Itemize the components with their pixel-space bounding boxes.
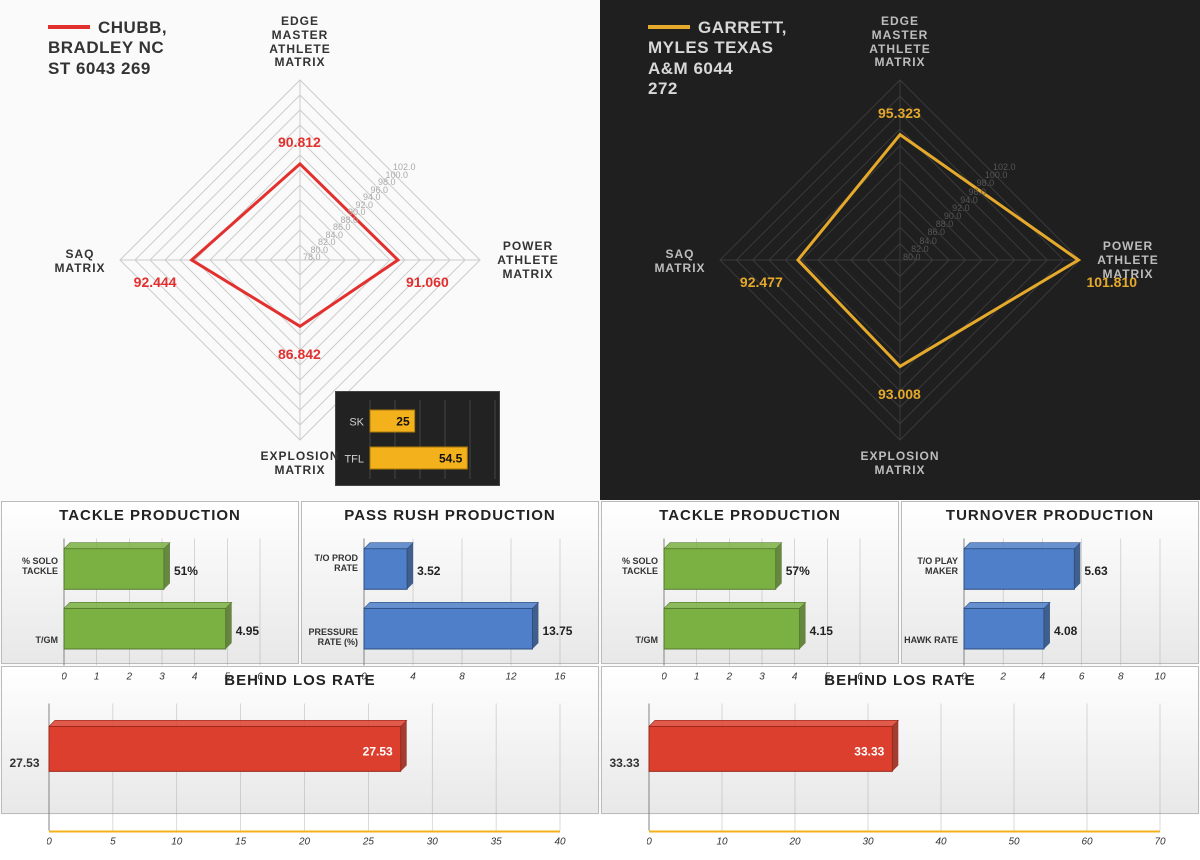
left-tackle-plot: 0 1 2 3 4 5 6 51% 4.95 [62, 530, 288, 690]
svg-text:4: 4 [1040, 672, 1046, 683]
svg-text:27.53: 27.53 [363, 745, 393, 759]
right-column: Garrett, Myles Texas A&M 6044 272 80.082… [600, 0, 1200, 818]
left-tackle-ylabel0: % SOLO TACKLE [2, 556, 58, 576]
svg-text:2: 2 [126, 672, 133, 683]
svg-text:2: 2 [999, 672, 1006, 683]
svg-text:33.33: 33.33 [854, 745, 884, 759]
svg-text:10: 10 [716, 837, 728, 848]
right-turnover-plot: 0 2 4 6 8 10 5.63 4.08 [962, 530, 1188, 690]
left-passrush-title: Pass Rush Production [302, 502, 598, 526]
svg-text:5: 5 [825, 672, 831, 683]
left-los-body: 27.53 0 5 10 15 20 25 30 35 40 27.53 [2, 691, 598, 859]
svg-text:4: 4 [792, 672, 798, 683]
page: Chubb, Bradley NC St 6043 269 SK25TFL54.… [0, 0, 1200, 818]
svg-text:20: 20 [298, 837, 311, 848]
svg-text:6: 6 [257, 672, 263, 683]
left-radar-zone: Chubb, Bradley NC St 6043 269 SK25TFL54.… [0, 0, 600, 500]
svg-text:1: 1 [94, 672, 100, 683]
svg-text:20: 20 [788, 837, 801, 848]
left-row-charts: Tackle Production % SOLO TACKLE T/GM 012… [0, 500, 600, 665]
left-mini-chart: SK 25 TFL 54.5 [335, 391, 500, 486]
svg-text:3: 3 [759, 672, 765, 683]
right-turnover-ylabel0: T/O PLAY MAKER [902, 556, 958, 576]
left-tackle-title: Tackle Production [2, 502, 298, 526]
right-row-charts: Tackle Production % SOLO TACKLE T/GM 012… [600, 500, 1200, 665]
svg-text:4.15: 4.15 [810, 624, 834, 638]
left-column: Chubb, Bradley NC St 6043 269 SK25TFL54.… [0, 0, 600, 818]
svg-text:51%: 51% [174, 564, 198, 578]
svg-text:60: 60 [1081, 837, 1093, 848]
svg-text:15: 15 [235, 837, 247, 848]
svg-text:8: 8 [459, 672, 465, 683]
right-tackle-card: Tackle Production % SOLO TACKLE T/GM 012… [601, 501, 899, 664]
svg-text:0: 0 [362, 672, 367, 683]
svg-text:35: 35 [491, 837, 503, 848]
svg-text:57%: 57% [786, 564, 810, 578]
right-turnover-title: Turnover Production [902, 502, 1198, 526]
svg-text:13.75: 13.75 [542, 624, 572, 638]
svg-text:5: 5 [110, 837, 116, 848]
svg-text:30: 30 [862, 837, 874, 848]
svg-text:SK: SK [349, 416, 364, 428]
svg-text:50: 50 [1008, 837, 1020, 848]
svg-text:0: 0 [962, 672, 967, 683]
left-bottom: Tackle Production % SOLO TACKLE T/GM 012… [0, 500, 600, 815]
svg-text:4.95: 4.95 [236, 624, 260, 638]
svg-text:5.63: 5.63 [1084, 564, 1108, 578]
svg-text:0: 0 [662, 672, 667, 683]
svg-text:10: 10 [171, 837, 183, 848]
svg-text:0: 0 [47, 837, 52, 848]
svg-text:0: 0 [647, 837, 652, 848]
left-passrush-card: Pass Rush Production T/O PROD RATE PRESS… [301, 501, 599, 664]
right-turnover-card: Turnover Production T/O PLAY MAKER HAWK … [901, 501, 1199, 664]
right-tackle-plot: 0 1 2 3 4 5 6 57% 4.15 [662, 530, 888, 690]
svg-text:16: 16 [554, 672, 566, 683]
left-tackle-card: Tackle Production % SOLO TACKLE T/GM 012… [1, 501, 299, 664]
left-passrush-ylabel0: T/O PROD RATE [302, 553, 358, 573]
svg-text:70: 70 [1154, 837, 1166, 848]
right-bottom: Tackle Production % SOLO TACKLE T/GM 0 1 2… [600, 500, 1200, 815]
svg-text:4: 4 [192, 672, 198, 683]
svg-text:25: 25 [396, 414, 410, 428]
svg-text:1: 1 [694, 672, 700, 683]
svg-text:40: 40 [554, 837, 566, 848]
svg-text:3.52: 3.52 [417, 564, 441, 578]
left-los-leftval: 27.53 [2, 691, 47, 859]
right-turnover-ylabel1: HAWK RATE [902, 635, 958, 645]
right-los-leftval: 33.33 [602, 691, 647, 859]
left-tackle-ylabel1: T/GM [2, 635, 58, 645]
svg-text:54.5: 54.5 [439, 451, 463, 465]
svg-text:10: 10 [1154, 672, 1166, 683]
svg-text:3: 3 [159, 672, 165, 683]
svg-text:5: 5 [225, 672, 231, 683]
right-los-body: 33.33 0 10 20 30 40 50 60 70 33.33 [602, 691, 1198, 859]
right-tackle-title: Tackle Production [602, 502, 898, 526]
svg-text:4: 4 [410, 672, 416, 683]
svg-text:30: 30 [427, 837, 439, 848]
svg-text:25: 25 [362, 837, 375, 848]
svg-text:6: 6 [857, 672, 863, 683]
right-los-plot: 0 10 20 30 40 50 60 70 33.33 [647, 695, 1188, 855]
svg-text:6: 6 [1079, 672, 1085, 683]
right-radar-zone: Garrett, Myles Texas A&M 6044 272 80.082… [600, 0, 1200, 500]
left-passrush-ylabel1: PRESSURE RATE (%) [302, 627, 358, 647]
svg-text:40: 40 [935, 837, 947, 848]
svg-text:TFL: TFL [344, 453, 364, 465]
right-tackle-ylabel0: % SOLO TACKLE [602, 556, 658, 576]
right-tackle-ylabel1: T/GM [602, 635, 658, 645]
left-los-plot: 0 5 10 15 20 25 30 35 40 27.53 [47, 695, 588, 855]
svg-text:12: 12 [505, 672, 517, 683]
svg-text:4.08: 4.08 [1054, 624, 1078, 638]
svg-text:8: 8 [1118, 672, 1124, 683]
left-passrush-plot: 0 4 8 12 16 3.52 13.75 [362, 530, 588, 690]
svg-text:0: 0 [62, 672, 67, 683]
svg-text:2: 2 [726, 672, 733, 683]
